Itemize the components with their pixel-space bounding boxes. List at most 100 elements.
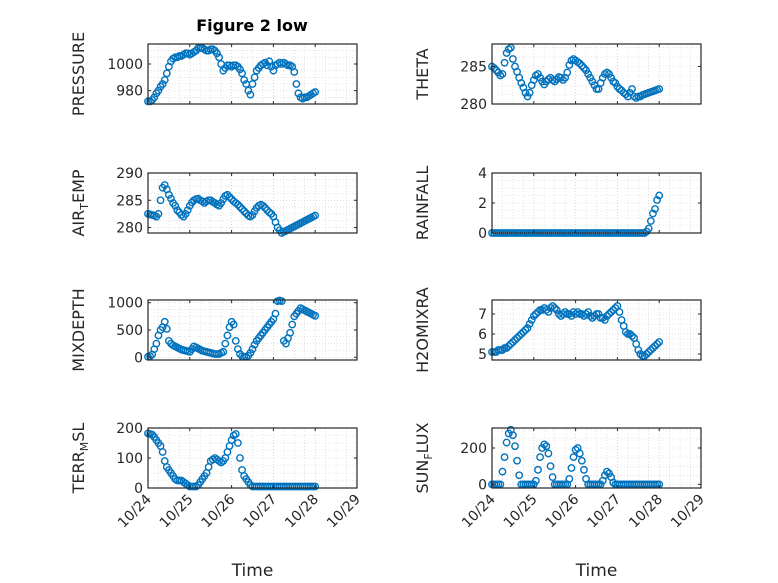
data-point [500,453,509,461]
axes-box [491,427,702,489]
data-point [158,80,167,88]
data-point [605,310,613,318]
data-point [146,352,154,361]
panel-pressure: 980 1000 PRESSURE [69,32,358,116]
data-point [162,69,171,78]
grid [147,172,358,233]
data-point [177,211,186,219]
data-point [588,314,597,322]
data-point [557,73,565,82]
data-point [542,442,551,451]
data-point [640,352,649,360]
x-axis-label: Time [231,561,274,581]
series-markers [144,181,320,237]
data-point [607,308,616,316]
data-point [154,86,163,95]
data-point [502,438,511,447]
data-point [515,332,524,340]
data-point [217,199,226,207]
data-point [229,320,238,329]
data-point [628,85,636,93]
data-point [523,92,532,101]
data-point [582,66,590,75]
data-point [223,331,232,340]
data-point [156,196,165,205]
y-tick-label: 0 [478,226,487,242]
x-tick-label: 10/28 [626,492,666,532]
data-point [521,88,530,97]
data-point [160,76,169,84]
data-point [277,297,286,305]
data-point [642,350,651,358]
data-point [263,206,272,214]
y-tick-label: 0 [478,477,487,493]
data-point [231,430,240,438]
data-point [544,308,553,316]
data-point [263,61,272,70]
data-point [490,64,498,72]
data-point [240,207,249,216]
y-tick-label: 280 [460,97,487,113]
data-point [513,456,521,465]
data-point [621,328,630,336]
data-point [517,79,526,87]
data-point [603,467,611,476]
series-markers [144,296,320,361]
data-point [598,314,607,322]
data-point [250,73,259,82]
y-tick-label: 2 [478,196,487,212]
x-tick-label: 10/27 [584,492,624,532]
ylabel: TERRMSL [69,423,91,495]
data-point [646,217,655,225]
data-point [509,431,517,440]
data-point [544,449,553,458]
data-point [646,346,655,354]
data-point [233,439,242,447]
data-point [498,467,507,476]
data-point [653,196,662,204]
data-point [626,330,634,338]
data-point [653,340,662,348]
data-point [569,453,578,461]
y-tick-label: 285 [116,193,143,209]
data-point [531,476,540,485]
data-point [509,55,517,63]
panel-theta: 280 285 THETA [413,43,702,113]
y-tick-label: 6 [478,327,487,343]
data-point [573,308,582,316]
data-point [584,70,593,78]
data-point [565,475,574,483]
data-point [517,330,526,338]
data-point [605,70,613,78]
data-point [150,93,159,102]
panel-rainfall: 0 2 4 RAINFALL [413,166,702,242]
data-point [523,324,532,332]
ylabel: MIXDEPTH [69,288,88,371]
y-tick-label: 980 [116,84,143,100]
data-point [519,328,528,336]
axes-box [491,43,702,105]
data-point [238,205,246,213]
panel-terr-msl: 0 100 200 10/24 10/25 10/26 10/27 10/28 10/29 TER… [69,421,364,581]
data-point [584,308,593,316]
data-point [238,69,246,78]
data-point [651,205,659,213]
data-point [607,73,616,82]
data-point [529,312,538,320]
x-axis-label: Time [575,561,618,581]
data-point [233,200,242,209]
data-point [509,338,517,346]
data-point [160,317,169,326]
data-point [615,308,624,316]
data-point [540,440,549,449]
y-tick-label: 7 [478,307,487,323]
data-point [515,471,524,480]
data-point [227,436,236,444]
y-tick-label: 1000 [107,296,143,312]
data-point [655,85,664,93]
data-point [244,86,253,95]
data-point [240,76,249,84]
data-point [223,190,232,199]
data-point [261,204,269,212]
data-point [246,212,255,221]
